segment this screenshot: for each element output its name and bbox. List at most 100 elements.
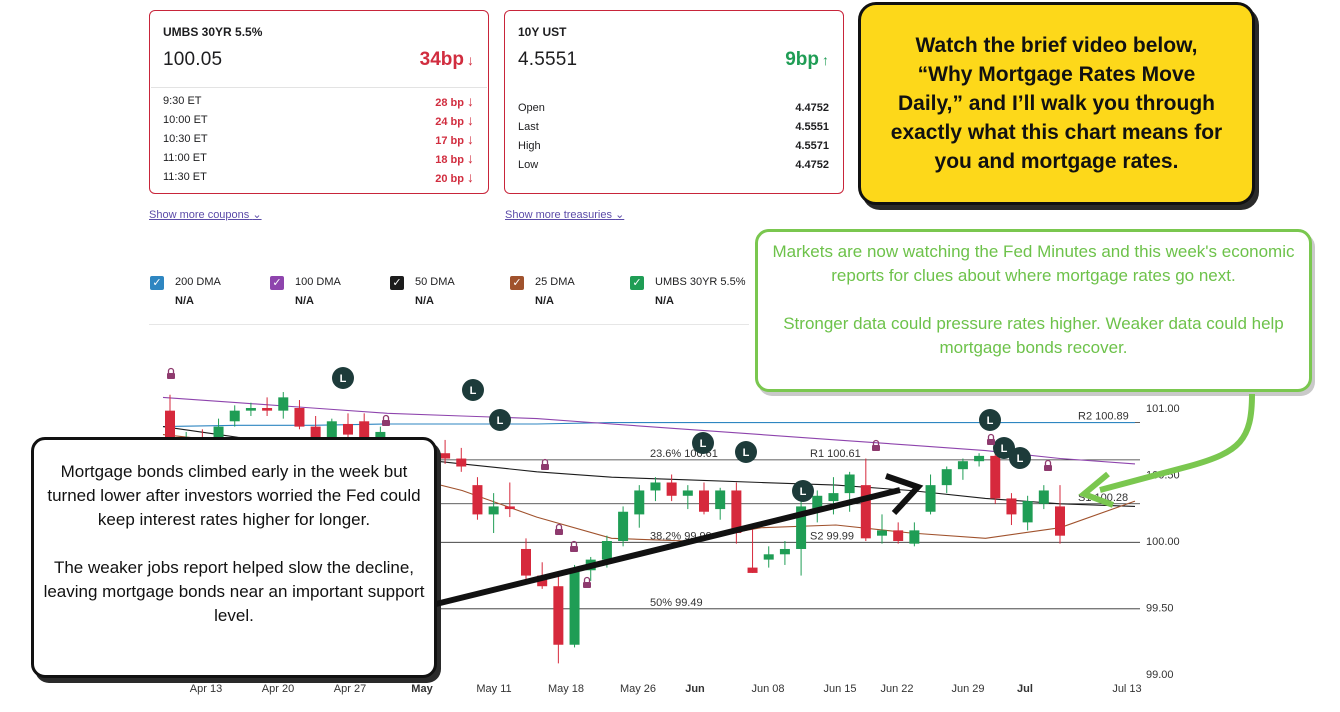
x-tick-label: Jun 08: [751, 683, 784, 695]
show-more-treasuries-link[interactable]: Show more treasuries ⌄: [505, 209, 625, 221]
divider: [151, 87, 487, 88]
umbs-change: 34bp ↓: [419, 49, 474, 70]
level-label: R2 100.89: [1078, 411, 1129, 423]
lock-icon: [570, 546, 578, 552]
candle-body: [472, 485, 483, 515]
l-marker-label: L: [340, 373, 347, 385]
ust-title: 10Y UST: [518, 25, 567, 39]
umbs-time-row: 11:00 ET 18 bp ↓: [163, 148, 474, 167]
candle-body: [909, 530, 920, 544]
umbs-card[interactable]: UMBS 30YR 5.5% 100.05 34bp ↓ 9:30 ET 28 bp…: [149, 10, 489, 194]
lock-shackle-icon: [555, 523, 563, 529]
legend-value: N/A: [655, 295, 674, 307]
candle-body: [763, 554, 774, 560]
candle-body: [326, 421, 337, 438]
ust-change: 9bp ↑: [785, 49, 829, 70]
legend-label: UMBS 30YR 5.5%: [655, 276, 746, 288]
lock-icon: [987, 439, 995, 445]
l-marker-icon: [993, 437, 1015, 459]
candle-body: [1038, 490, 1049, 504]
lock-shackle-icon: [1044, 459, 1052, 465]
l-marker-label: L: [700, 438, 707, 450]
candle-body: [521, 548, 531, 576]
candle-body: [715, 490, 726, 510]
y-tick-label: 99.50: [1146, 603, 1174, 615]
lock-icon: [583, 582, 591, 588]
candle-body: [343, 423, 353, 435]
arrow-down-icon: ↓: [467, 168, 474, 185]
checkbox-icon[interactable]: ✓: [270, 276, 284, 290]
l-marker-label: L: [743, 447, 750, 459]
candle-body: [359, 421, 370, 438]
ust-stat-row: Last 4.5551: [518, 117, 829, 136]
ma100-line: [162, 396, 1136, 465]
ust-card[interactable]: 10Y UST 4.5551 9bp ↑ Open 4.4752 Last 4.5551…: [504, 10, 844, 194]
arrow-down-icon: ↓: [467, 52, 474, 68]
lock-icon: [872, 445, 880, 451]
l-marker-label: L: [987, 415, 994, 427]
candle-body: [585, 559, 596, 571]
candle-body: [877, 530, 887, 536]
l-marker-label: L: [800, 486, 807, 498]
candle-body: [1006, 498, 1017, 515]
x-tick-label: Jun 15: [823, 683, 856, 695]
x-tick-label: Jun 29: [951, 683, 984, 695]
legend-label: 100 DMA: [295, 276, 341, 288]
bonds-callout: Mortgage bonds climbed early in the week…: [31, 437, 437, 678]
l-marker-icon: [735, 441, 757, 463]
stat-label: Low: [518, 158, 539, 171]
umbs-time-row: 10:00 ET 24 bp ↓: [163, 110, 474, 129]
legend-value: N/A: [295, 295, 314, 307]
candle-body: [699, 490, 709, 512]
ust-stat-row: High 4.5571: [518, 136, 829, 155]
umbs-time-row: 11:30 ET 20 bp ↓: [163, 167, 474, 186]
x-tick-label: May 26: [620, 683, 656, 695]
checkbox-icon[interactable]: ✓: [510, 276, 524, 290]
checkbox-icon[interactable]: ✓: [150, 276, 164, 290]
stat-value: 4.5571: [795, 139, 829, 152]
checkbox-icon[interactable]: ✓: [390, 276, 404, 290]
time-label: 9:30 ET: [163, 94, 202, 107]
candle-body: [682, 490, 693, 496]
x-tick-label: May: [411, 683, 433, 695]
candle-body: [229, 410, 240, 422]
l-marker-icon: [692, 432, 714, 454]
candle-body: [796, 506, 807, 549]
level-label: S1 100.28: [1078, 492, 1128, 504]
candle-body: [278, 397, 289, 411]
lock-shackle-icon: [872, 439, 880, 445]
umbs-title: UMBS 30YR 5.5%: [163, 25, 263, 39]
candle-body: [488, 506, 499, 515]
x-tick-label: May 18: [548, 683, 584, 695]
checkbox-icon[interactable]: ✓: [630, 276, 644, 290]
legend-label: 25 DMA: [535, 276, 575, 288]
x-tick-label: Jun: [685, 683, 705, 695]
markets-callout: Markets are now watching the Fed Minutes…: [755, 229, 1312, 392]
candle-body: [812, 495, 823, 510]
l-marker-label: L: [497, 415, 504, 427]
ma200-line: [162, 422, 1135, 428]
show-more-coupons-link[interactable]: Show more coupons ⌄: [149, 209, 262, 221]
candle-body: [957, 461, 968, 470]
legend-value: N/A: [415, 295, 434, 307]
x-tick-label: May 11: [476, 683, 511, 695]
lock-icon: [555, 529, 563, 535]
time-change: 17 bp ↓: [435, 130, 474, 147]
candle-body: [634, 490, 645, 515]
l-marker-icon: [489, 409, 511, 431]
y-tick-label: 99.00: [1146, 669, 1174, 681]
time-change: 20 bp ↓: [435, 168, 474, 185]
x-tick-label: Jun 22: [880, 683, 913, 695]
candle-body: [601, 541, 612, 560]
candle-body: [569, 570, 580, 645]
legend-value: N/A: [535, 295, 554, 307]
time-label: 10:00 ET: [163, 113, 208, 126]
candle-body: [262, 408, 273, 411]
x-tick-label: Apr 13: [190, 683, 222, 695]
time-change: 28 bp ↓: [435, 92, 474, 109]
y-tick-label: 101.00: [1146, 403, 1180, 415]
lock-shackle-icon: [382, 414, 390, 420]
stat-label: High: [518, 139, 541, 152]
time-change: 24 bp ↓: [435, 111, 474, 128]
stat-value: 4.4752: [795, 158, 829, 171]
